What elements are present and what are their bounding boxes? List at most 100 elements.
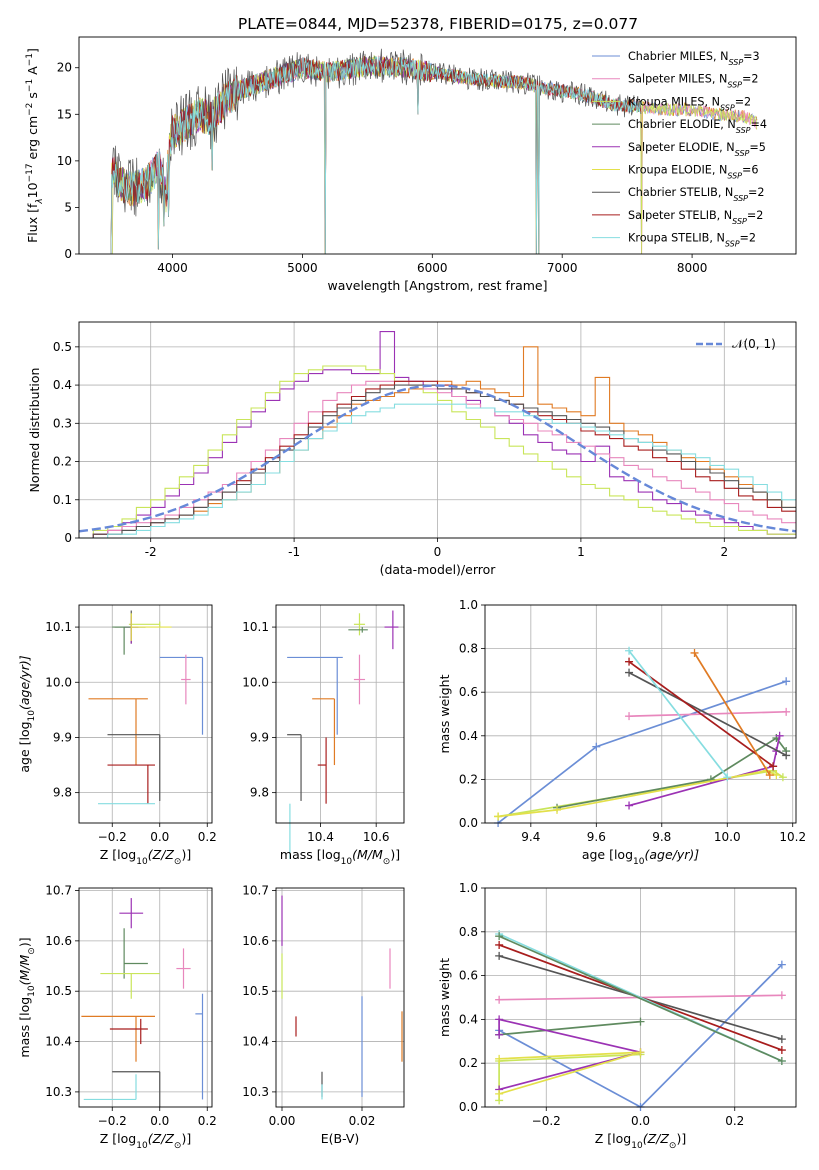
label-part: =3 (743, 50, 760, 63)
legend-entry: Kroupa STELIB, NSSP=2 (628, 232, 756, 249)
weight-line (628, 671, 787, 757)
y-tick-label: 0 (64, 247, 72, 261)
label-part: )] (390, 847, 400, 862)
x-axis-label: Z [log10(Z/Z⊙)] (100, 847, 191, 867)
weight-marker (706, 775, 715, 784)
weight-marker (625, 712, 634, 721)
label-part: Chabrier ELODIE, N (628, 118, 736, 131)
y-axis-label: mass weight (437, 958, 452, 1037)
x-tick-label: 0.2 (725, 1114, 744, 1128)
y-tick-label: 9.9 (53, 730, 72, 744)
weight-age-panel: 9.4 9.6 9.8 10.0 10.2 0.0 0.2 0.4 0.6 0.8 1.0 age [… (437, 598, 806, 867)
axes-frame (484, 887, 797, 1108)
label-part: Z [log (100, 847, 136, 862)
weight-line (693, 652, 771, 776)
legend-entry: Kroupa ELODIE, NSSP=6 (628, 164, 759, 181)
label-part: =4 (750, 118, 767, 131)
label-part: Chabrier STELIB, N (628, 186, 733, 199)
label-part: 10 (631, 1141, 643, 1151)
x-tick-label: 4000 (157, 261, 188, 275)
y-tick-label: 0.6 (459, 969, 478, 983)
weight-marker (495, 940, 504, 949)
label-part: )] (17, 937, 32, 947)
y-tick-label: 10.3 (242, 1085, 269, 1099)
y-tick-label: 0.2 (459, 1056, 478, 1070)
metallicity-age-panel: −0.2 0.0 0.29.89.910.010.1Z [log10(Z/Z⊙)]a… (17, 604, 217, 867)
x-axis-label: (data-model)/error (380, 562, 497, 577)
label-part: (Z/Z (148, 1131, 175, 1146)
axes-frame (275, 604, 405, 824)
label-part: 10 (633, 857, 645, 867)
label-part: −17 (25, 163, 35, 182)
x-tick-label: 0.2 (198, 1114, 217, 1128)
spectrum-line (111, 56, 758, 254)
label-part: =5 (749, 141, 766, 154)
axes-frame (78, 887, 213, 1108)
y-tick-label: 0.1 (53, 493, 72, 507)
y-tick-label: 10.4 (242, 1035, 269, 1049)
spectrum-line (110, 55, 537, 254)
label-part: (age/yr)] (17, 655, 32, 710)
label-part: =2 (735, 95, 752, 108)
spectrum-line (110, 48, 642, 254)
y-tick-label: 9.8 (250, 786, 269, 800)
label-part: SSP (735, 148, 750, 157)
label-part: )] (181, 847, 191, 862)
x-tick-label: 8000 (677, 261, 708, 275)
x-tick-label: 1 (577, 545, 585, 559)
weight-marker (495, 995, 504, 1004)
weight-marker (625, 801, 634, 810)
legend-entry: Salpeter STELIB, NSSP=2 (628, 209, 763, 226)
label-part: 10 (136, 1141, 148, 1151)
weight-marker (782, 751, 791, 760)
x-tick-label: 10.4 (307, 830, 334, 844)
weight-marker (782, 707, 791, 716)
x-axis-label: E(B-V) (321, 1131, 360, 1146)
spectrum-panel: 4000 5000 6000 7000 8000 0 5 10 15 20 wavelength [… (25, 36, 797, 293)
label-part: ] (25, 48, 40, 53)
weight-marker (495, 1015, 504, 1024)
x-axis-label: mass [log10(M/M⊙)] (280, 847, 400, 867)
weight-marker (625, 646, 634, 655)
label-part: (Z/Z (148, 847, 175, 862)
label-part: (Z/Z (643, 1131, 670, 1146)
y-tick-label: 0.0 (459, 816, 478, 830)
label-part: =2 (742, 73, 759, 86)
x-tick-label: -2 (145, 545, 157, 559)
x-tick-label: 10.0 (714, 830, 741, 844)
y-axis-label: age [log10(age/yr)] (17, 655, 37, 772)
label-part: ⊙ (27, 947, 37, 955)
weight-line (498, 935, 783, 1062)
spectrum-line (110, 56, 537, 254)
label-part: Kroupa ELODIE, N (628, 164, 727, 177)
label-part: SSP (732, 216, 747, 225)
x-tick-label: 7000 (547, 261, 578, 275)
y-tick-label: 0.2 (459, 772, 478, 786)
weight-marker (777, 960, 786, 969)
y-tick-label: 9.9 (250, 730, 269, 744)
weight-marker (495, 951, 504, 960)
x-tick-label: 5000 (287, 261, 318, 275)
spectrum-line (111, 55, 758, 254)
weight-marker (769, 762, 778, 771)
weight-marker (495, 1089, 504, 1098)
label-part: SSP (720, 103, 735, 112)
y-tick-label: 0.8 (459, 642, 478, 656)
label-part: erg cm (25, 116, 40, 164)
label-part: 10 (27, 710, 37, 722)
spectrum-line (110, 56, 758, 254)
x-tick-label: 9.6 (587, 830, 606, 844)
x-tick-label: 10.2 (779, 830, 806, 844)
legend-entry: 𝒩(0, 1) (732, 337, 776, 351)
y-axis-label: mass weight (437, 674, 452, 753)
weight-marker (592, 742, 601, 751)
label-part: Z [log (595, 1131, 631, 1146)
label-part: λ (35, 198, 45, 204)
y-tick-label: 0.3 (53, 416, 72, 430)
y-tick-label: 10.5 (242, 984, 269, 998)
x-tick-label: 0 (434, 545, 442, 559)
x-tick-label: 0.0 (631, 1114, 650, 1128)
weight-marker (625, 668, 634, 677)
x-tick-label: −0.2 (532, 1114, 561, 1128)
